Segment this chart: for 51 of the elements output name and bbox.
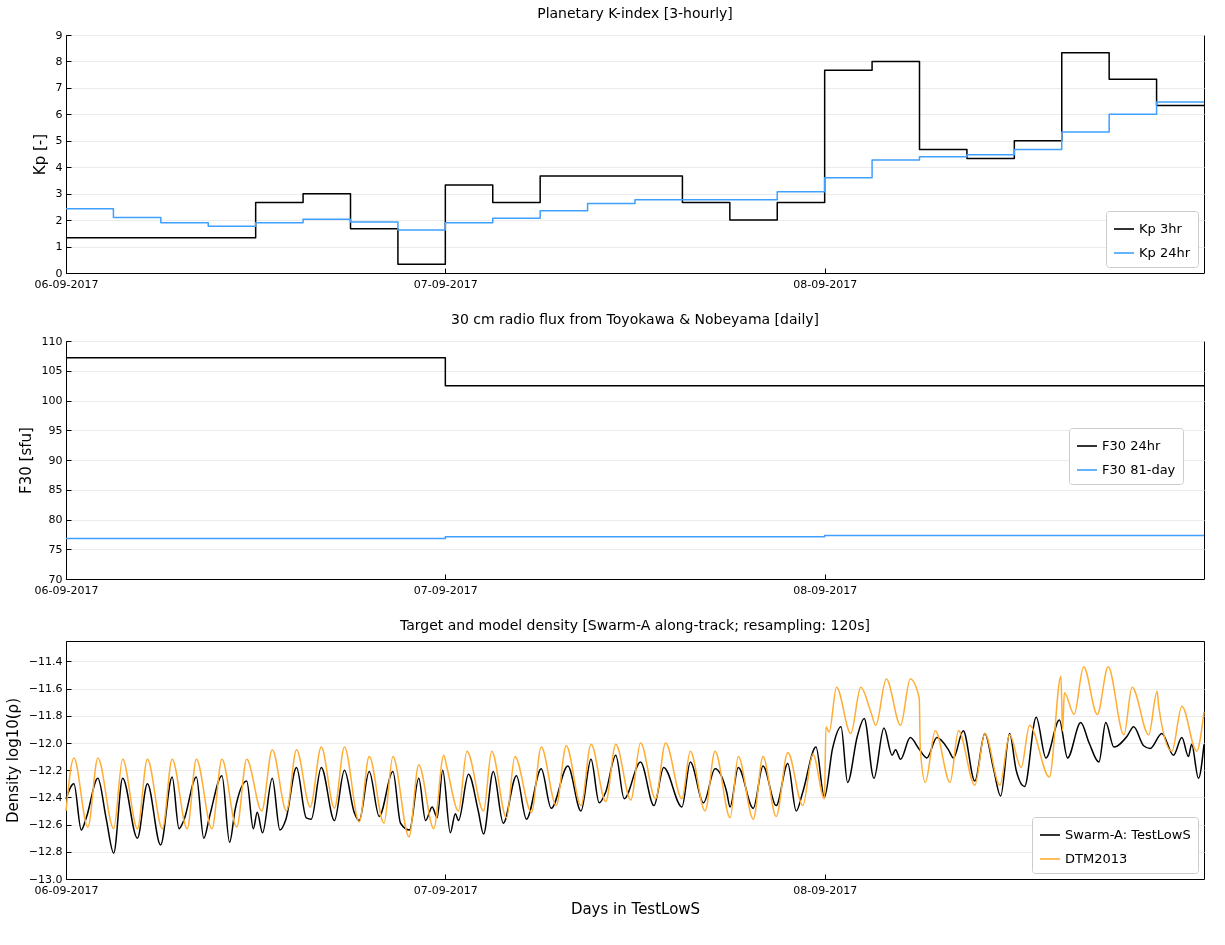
y-tick-label: −12.8 — [28, 845, 63, 859]
y-tick-label: −12.0 — [28, 736, 63, 750]
y-tick-label: 3 — [55, 187, 63, 201]
y-tick-label: 110 — [41, 334, 63, 348]
y-tick-label: 80 — [48, 513, 63, 526]
legend-label: Kp 24hr — [1139, 245, 1191, 260]
x-tick-label: 07-09-2017 — [413, 883, 478, 897]
y-tick-label: −12.2 — [28, 763, 63, 777]
y-tick-label: −12.6 — [28, 818, 63, 832]
x-axis-title: Days in TestLowS — [570, 899, 701, 918]
chart-title: Planetary K-index [3-hourly] — [537, 5, 733, 21]
line-series — [65, 666, 1205, 838]
y-tick-label: 100 — [41, 394, 63, 407]
y-tick-label: 9 — [55, 28, 63, 42]
y-tick-label: 8 — [55, 54, 63, 68]
y-tick-label: 7 — [55, 81, 63, 95]
legend-label: F30 81-day — [1102, 462, 1176, 477]
y-tick-label: 75 — [48, 542, 63, 556]
y-tick-label: 2 — [55, 213, 63, 227]
y-tick-label: −11.4 — [28, 654, 63, 668]
y-tick-label: −13.0 — [28, 872, 63, 886]
x-tick-label: 07-09-2017 — [413, 277, 478, 291]
y-tick-label: 70 — [48, 572, 63, 586]
y-tick-label: −12.4 — [28, 790, 63, 804]
legend-label: DTM2013 — [1065, 851, 1128, 866]
legend-label: Kp 3hr — [1139, 221, 1183, 236]
x-tick-label: 08-09-2017 — [793, 277, 858, 291]
x-tick-label: 06-09-2017 — [34, 883, 99, 897]
y-tick-label: −11.6 — [28, 682, 63, 696]
x-tick-label: 07-09-2017 — [413, 583, 478, 597]
y-tick-label: 105 — [41, 364, 63, 378]
legend-label: F30 24hr — [1102, 438, 1161, 453]
y-axis-title: Density log10(ρ) — [3, 698, 22, 823]
y-tick-label: 95 — [48, 423, 63, 437]
y-tick-label: 4 — [55, 160, 63, 174]
y-tick-label: 85 — [48, 483, 63, 497]
x-tick-label: 08-09-2017 — [793, 583, 858, 597]
y-tick-label: 90 — [48, 453, 63, 467]
y-tick-label: 6 — [55, 107, 63, 121]
x-tick-label: 06-09-2017 — [34, 277, 99, 291]
chart-title: Target and model density [Swarm-A along-track; resampling: 120s] — [399, 617, 870, 633]
legend-label: Swarm-A: TestLowS — [1065, 827, 1191, 842]
y-axis-title: Kp [-] — [30, 133, 49, 176]
y-tick-label: 0 — [55, 266, 63, 280]
x-tick-label: 08-09-2017 — [793, 883, 858, 897]
x-tick-label: 06-09-2017 — [34, 583, 99, 597]
y-axis-title: F30 [sfu] — [16, 427, 35, 494]
y-tick-label: 5 — [55, 134, 63, 148]
y-tick-label: 1 — [55, 240, 63, 254]
chart-title: 30 cm radio flux from Toyokawa & Nobeyama [daily] — [450, 311, 820, 327]
y-tick-label: −11.8 — [28, 709, 63, 723]
